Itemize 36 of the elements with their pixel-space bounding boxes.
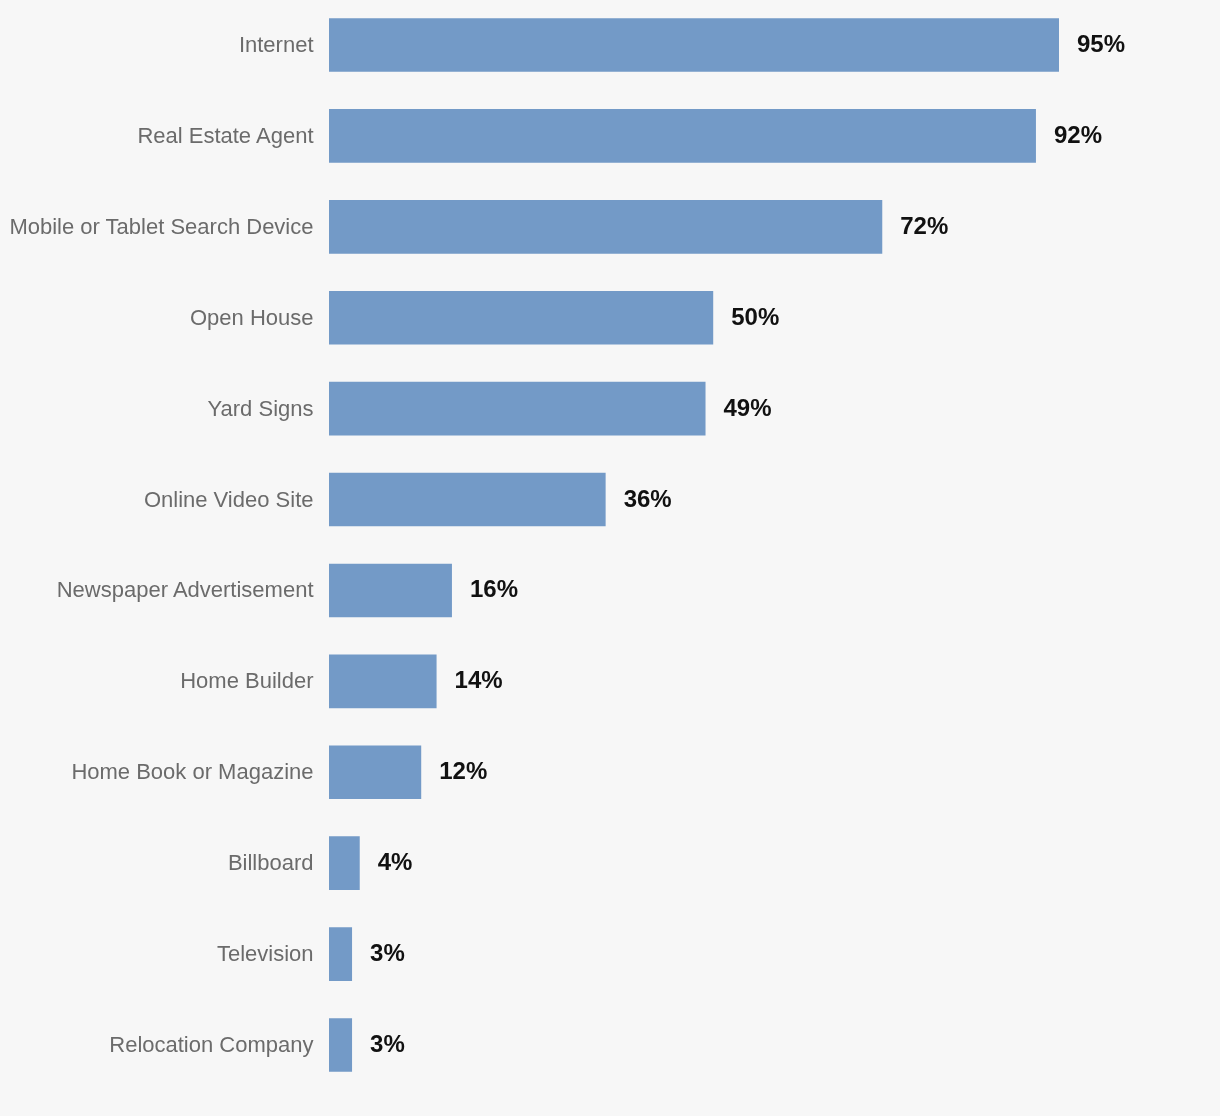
data-label: 72% bbox=[900, 211, 949, 239]
bar bbox=[329, 472, 606, 527]
y-tick-label: Home Builder bbox=[180, 668, 314, 694]
bar bbox=[329, 745, 422, 800]
bar bbox=[329, 1018, 353, 1072]
data-label: 4% bbox=[377, 848, 413, 876]
data-label: 3% bbox=[370, 1030, 405, 1057]
y-tick-label: Online Video Site bbox=[143, 486, 314, 512]
data-label: 36% bbox=[623, 484, 672, 512]
y-tick-label: Television bbox=[216, 941, 314, 967]
bar bbox=[329, 927, 353, 981]
data-label: 49% bbox=[723, 393, 772, 421]
data-label: 16% bbox=[469, 575, 518, 603]
y-tick-label: Home Book or Magazine bbox=[71, 759, 314, 785]
y-tick-label: Real Estate Agent bbox=[137, 122, 314, 148]
bar bbox=[329, 381, 706, 436]
y-tick-label: Internet bbox=[238, 32, 314, 57]
bar bbox=[329, 290, 714, 345]
data-label: 95% bbox=[1077, 30, 1126, 57]
bar bbox=[329, 18, 1059, 72]
bar bbox=[329, 563, 452, 618]
data-label: 50% bbox=[731, 302, 780, 330]
bar bbox=[329, 200, 883, 254]
y-tick-label: Billboard bbox=[227, 850, 314, 876]
data-label: 3% bbox=[370, 939, 405, 967]
bar bbox=[329, 654, 437, 709]
y-tick-label: Relocation Company bbox=[109, 1032, 314, 1057]
data-label: 92% bbox=[1053, 120, 1102, 148]
y-tick-label: Newspaper Advertisement bbox=[56, 577, 314, 603]
bar bbox=[329, 836, 360, 890]
data-label: 14% bbox=[454, 666, 503, 694]
y-tick-label: Yard Signs bbox=[207, 395, 314, 421]
y-tick-label: Open House bbox=[189, 304, 314, 330]
y-tick-label: Mobile or Tablet Search Device bbox=[9, 213, 314, 239]
data-label: 12% bbox=[439, 757, 488, 785]
bar bbox=[329, 109, 1036, 163]
